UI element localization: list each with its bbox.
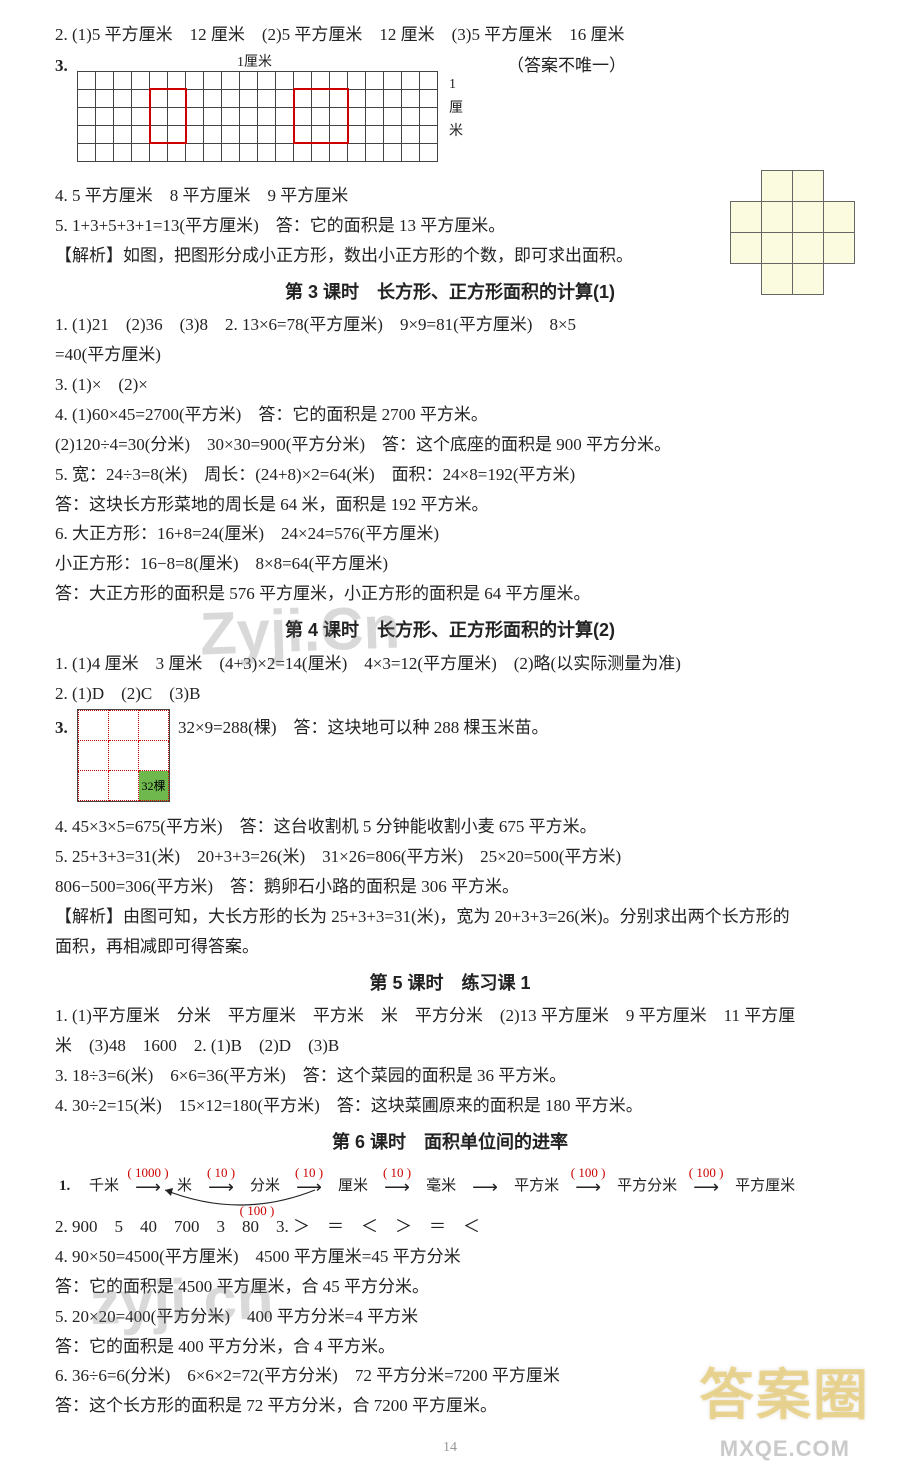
chain-unit: 厘米: [334, 1162, 372, 1200]
chain-arrow: ( 100 )⟶: [563, 1162, 613, 1196]
sec4-head: 第 4 课时 长方形、正方形面积的计算(2): [55, 615, 845, 646]
sec4-l5a: 5. 25+3+3=31(米) 20+3+3=26(米) 31×26=806(平…: [55, 843, 845, 872]
back-arrow-label: ( 100 ): [187, 1200, 327, 1230]
chain-arrow: ⟶: [460, 1162, 510, 1196]
chain-unit: 平方分米: [613, 1162, 681, 1200]
sec3-l5b: 答：这块长方形菜地的周长是 64 米，面积是 192 平方米。: [55, 491, 845, 520]
sec4-l3-prefix: 3.: [55, 710, 77, 743]
chain-arrow: ( 100 )⟶: [681, 1162, 731, 1196]
sec5-head: 第 5 课时 练习课 1: [55, 968, 845, 999]
sec5-l3: 3. 18÷3=6(米) 6×6=36(平方米) 答：这个菜园的面积是 36 平…: [55, 1062, 845, 1091]
sec3-l5a: 5. 宽：24÷3=8(米) 周长：(24+8)×2=64(米) 面积：24×8…: [55, 461, 845, 490]
sec6-l6a: 6. 36÷6=6(分米) 6×6×2=72(平方分米) 72 平方分米=720…: [55, 1362, 845, 1391]
sec6-l1-prefix: 1.: [55, 1162, 85, 1200]
sec3-l6c: 答：大正方形的面积是 576 平方厘米，小正方形的面积是 64 平方厘米。: [55, 580, 845, 609]
sec4-l3-text: 32×9=288(棵) 答：这块地可以种 288 棵玉米苗。: [178, 710, 549, 743]
q3-prefix: 3.: [55, 52, 77, 81]
page-root: 2. (1)5 平方厘米 12 厘米 (2)5 平方厘米 12 厘米 (3)5 …: [0, 0, 900, 1482]
cross-table: [730, 170, 855, 295]
unit-chain: 1. 千米( 1000 )⟶米( 10 )⟶分米( 10 )⟶厘米( 10 )⟶…: [55, 1162, 845, 1200]
sec4-l1: 1. (1)4 厘米 3 厘米 (4+3)×2=14(厘米) 4×3=12(平方…: [55, 650, 845, 679]
q4-line: 4. 5 平方厘米 8 平方厘米 9 平方厘米: [55, 182, 845, 211]
sec3-l3: 3. (1)× (2)×: [55, 371, 845, 400]
cross-figure: [730, 170, 855, 295]
sec4-l5c: 【解析】由图可知，大长方形的长为 25+3+3=31(米)，宽为 20+3+3=…: [55, 903, 845, 932]
sec3-l6b: 小正方形：16−8=8(厘米) 8×8=64(平方厘米): [55, 550, 845, 579]
page-number: 14: [443, 1436, 457, 1460]
sec6-head: 第 6 课时 面积单位间的进率: [55, 1127, 845, 1158]
grid-figure: 1厘米 1厘米: [77, 55, 467, 175]
sec6-l4b: 答：它的面积是 4500 平方厘米，合 45 平方分米。: [55, 1273, 845, 1302]
chain-unit: 平方厘米: [731, 1162, 799, 1200]
grid-table: [77, 71, 438, 162]
sec4-l4: 4. 45×3×5=675(平方米) 答：这台收割机 5 分钟能收割小麦 675…: [55, 813, 845, 842]
chain-arrow: ( 10 )⟶: [372, 1162, 422, 1196]
sec5-l4: 4. 30÷2=15(米) 15×12=180(平方米) 答：这块菜圃原来的面积…: [55, 1092, 845, 1121]
sec3-l4b: (2)120÷4=30(分米) 30×30=900(平方分米) 答：这个底座的面…: [55, 431, 845, 460]
sec6-l6b: 答：这个长方形的面积是 72 平方分米，合 7200 平方厘米。: [55, 1392, 845, 1421]
sec6-l5a: 5. 20×20=400(平方分米) 400 平方分米=4 平方米: [55, 1303, 845, 1332]
q3-note: （答案不唯一）: [507, 52, 626, 81]
sec3-l4a: 4. (1)60×45=2700(平方米) 答：它的面积是 2700 平方米。: [55, 401, 845, 430]
sec5-l1b: 米 (3)48 1600 2. (1)B (2)D (3)B: [55, 1032, 845, 1061]
watermark-small: MXQE.COM: [720, 1430, 850, 1467]
q2-line: 2. (1)5 平方厘米 12 厘米 (2)5 平方厘米 12 厘米 (3)5 …: [55, 21, 845, 50]
q5-exp: 【解析】如图，把图形分成小正方形，数出小正方形的个数，即可求出面积。: [55, 242, 845, 271]
q5-line: 5. 1+3+5+3+1=13(平方厘米) 答：它的面积是 13 平方厘米。: [55, 212, 845, 241]
sq3-figure: 32棵: [77, 709, 170, 812]
chain-unit: 毫米: [422, 1162, 460, 1200]
sec3-head: 第 3 课时 长方形、正方形面积的计算(1): [55, 277, 845, 308]
sq3-table: 32棵: [78, 710, 169, 801]
sec4-l2: 2. (1)D (2)C (3)B: [55, 680, 845, 709]
sec5-l1a: 1. (1)平方厘米 分米 平方厘米 平方米 米 平方分米 (2)13 平方厘米…: [55, 1002, 845, 1031]
grid-right-label: 1厘米: [449, 73, 467, 144]
chain-unit: 平方米: [510, 1162, 563, 1200]
sec6-l5b: 答：它的面积是 400 平方分米，合 4 平方米。: [55, 1333, 845, 1362]
sec4-l5b: 806−500=306(平方米) 答：鹅卵石小路的面积是 306 平方米。: [55, 873, 845, 902]
sec3-l6a: 6. 大正方形：16+8=24(厘米) 24×24=576(平方厘米): [55, 520, 845, 549]
sec6-l4a: 4. 90×50=4500(平方厘米) 4500 平方厘米=45 平方分米: [55, 1243, 845, 1272]
sec3-l1a: 1. (1)21 (2)36 (3)8 2. 13×6=78(平方厘米) 9×9…: [55, 311, 845, 340]
chain-unit: 千米: [85, 1162, 123, 1200]
sec3-l1b: =40(平方厘米): [55, 341, 845, 370]
sec4-l5d: 面积，再相减即可得答案。: [55, 933, 845, 962]
